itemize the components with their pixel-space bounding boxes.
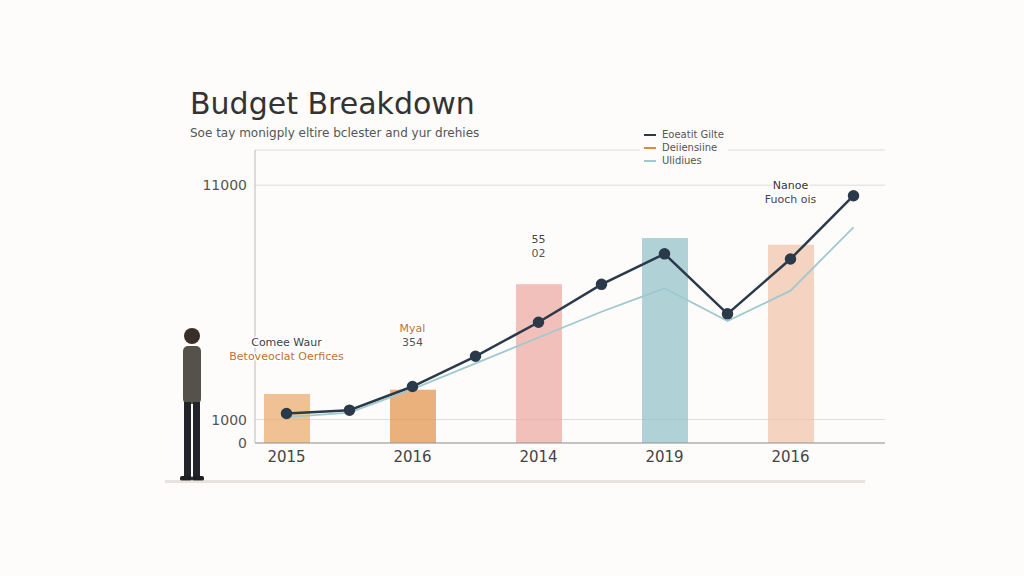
svg-text:2019: 2019 [645, 448, 683, 466]
svg-text:Comee Waur: Comee Waur [251, 336, 322, 349]
svg-text:Myal: Myal [400, 322, 426, 335]
svg-text:2016: 2016 [771, 448, 809, 466]
svg-text:02: 02 [532, 247, 546, 260]
svg-text:2014: 2014 [519, 448, 557, 466]
svg-text:Betoveoclat Oerfices: Betoveoclat Oerfices [229, 350, 344, 363]
svg-text:354: 354 [402, 336, 423, 349]
html-text:Ulidiues: Ulidiues [662, 155, 702, 166]
svg-text:Nanoe: Nanoe [773, 179, 809, 192]
html-text:Soe tay monigply eltire bclest: Soe tay monigply eltire bclester and yur… [190, 126, 480, 140]
svg-text:11000: 11000 [202, 177, 247, 193]
svg-text:1000: 1000 [211, 412, 247, 428]
html-text:Deiiensiine: Deiiensiine [662, 142, 718, 153]
html-text:Budget Breakdown: Budget Breakdown [190, 86, 475, 121]
svg-text:2016: 2016 [393, 448, 431, 466]
svg-text:55: 55 [532, 233, 546, 246]
svg-text:0: 0 [238, 435, 247, 451]
html-text:Eoeatit Gilte: Eoeatit Gilte [662, 129, 724, 140]
svg-text:2015: 2015 [267, 448, 305, 466]
svg-text:Fuoch ois: Fuoch ois [765, 193, 817, 206]
